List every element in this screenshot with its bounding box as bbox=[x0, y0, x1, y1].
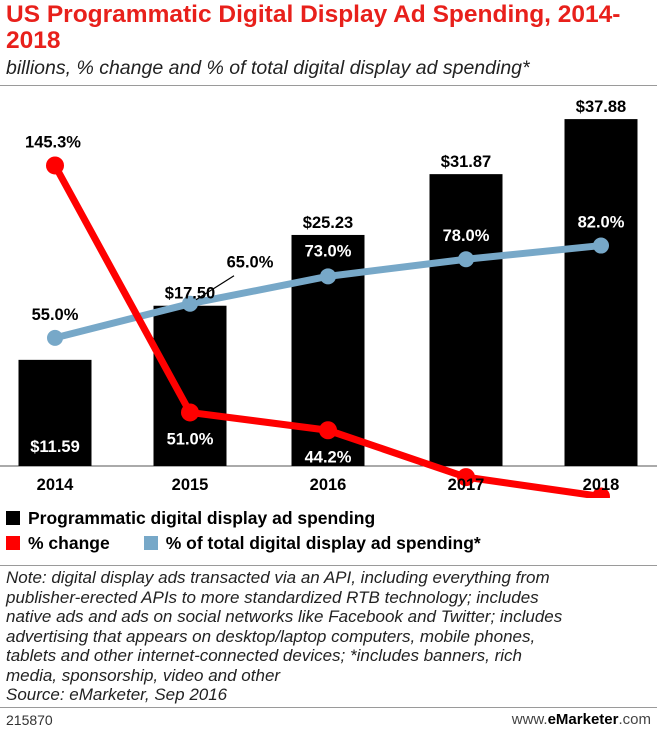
chart-title: US Programmatic Digital Display Ad Spend… bbox=[6, 1, 621, 54]
legend-label-change: % change bbox=[28, 533, 110, 553]
x-tick-2015: 2015 bbox=[172, 476, 209, 494]
source-line: Source: eMarketer, Sep 2016 bbox=[6, 685, 228, 704]
bar-label-2018: $37.88 bbox=[576, 98, 626, 116]
change-point-2014 bbox=[46, 156, 64, 175]
change-label-2017: 26.3% bbox=[443, 497, 490, 498]
x-tick-2017: 2017 bbox=[448, 476, 485, 494]
legend-swatch-change bbox=[6, 536, 20, 550]
note-line: Note: digital display ads transacted via… bbox=[6, 568, 550, 587]
bar-label-2015: $17.50 bbox=[165, 285, 215, 303]
bar-2014 bbox=[18, 359, 92, 466]
top-divider bbox=[0, 85, 657, 86]
change-point-2016 bbox=[319, 421, 337, 440]
bar-2015 bbox=[153, 305, 227, 466]
note-line: media, sponsorship, video and other bbox=[6, 665, 281, 685]
chart-note: Note: digital display ads transacted via… bbox=[6, 568, 651, 705]
legend-label-bars: Programmatic digital display ad spending bbox=[28, 508, 376, 528]
note-line: publisher-erected APIs to more standardi… bbox=[6, 587, 539, 607]
chart-id: 215870 bbox=[6, 712, 53, 728]
chart-subtitle: billions, % change and % of total digita… bbox=[6, 57, 530, 79]
bar-label-2016: $25.23 bbox=[303, 214, 353, 232]
brand-url: www.eMarketer.com bbox=[511, 711, 651, 728]
legend-label-share: % of total digital display ad spending* bbox=[165, 533, 481, 553]
share-label-2016: 73.0% bbox=[305, 242, 352, 260]
x-tick-2016: 2016 bbox=[310, 476, 347, 494]
bar-label-2014: $11.59 bbox=[30, 438, 80, 456]
share-point-2017 bbox=[458, 251, 474, 268]
x-tick-2014: 2014 bbox=[37, 476, 75, 494]
legend-swatch-bars bbox=[6, 511, 20, 525]
note-line: native ads and ads on social networks li… bbox=[6, 607, 563, 626]
chart-plot: $11.59 $17.50 $25.23 $31.87 $37.88 55.0% 65.0%… bbox=[0, 98, 657, 498]
share-point-2016 bbox=[320, 268, 336, 285]
change-point-2018 bbox=[592, 487, 610, 498]
x-tick-2018: 2018 bbox=[583, 476, 620, 494]
bar-2017 bbox=[429, 174, 503, 467]
share-label-2018: 82.0% bbox=[578, 214, 625, 232]
note-line: tablets and other internet-connected dev… bbox=[6, 646, 522, 665]
legend-row-1: Programmatic digital display ad spending bbox=[6, 507, 375, 529]
change-label-2015: 51.0% bbox=[167, 430, 214, 448]
share-label-2014: 55.0% bbox=[32, 306, 79, 324]
note-line: advertising that appears on desktop/lapt… bbox=[6, 626, 536, 646]
bar-2018 bbox=[564, 119, 638, 467]
footer-divider bbox=[0, 707, 657, 708]
share-label-2017: 78.0% bbox=[443, 227, 490, 245]
share-point-2015 bbox=[182, 295, 198, 312]
change-label-2014: 145.3% bbox=[25, 133, 81, 151]
change-label-2016: 44.2% bbox=[305, 448, 352, 466]
share-point-2018 bbox=[593, 237, 609, 254]
legend-swatch-share bbox=[143, 536, 158, 550]
brand-name: eMarketer bbox=[547, 711, 619, 728]
change-point-2015 bbox=[181, 403, 199, 422]
note-divider bbox=[0, 565, 657, 566]
legend-row-2: % change % of total digital display ad s… bbox=[6, 532, 481, 554]
bar-label-2017: $31.87 bbox=[441, 153, 491, 171]
share-label-2015: 65.0% bbox=[227, 254, 274, 272]
change-point-2017 bbox=[457, 468, 475, 487]
share-point-2014 bbox=[47, 329, 63, 346]
share-label-leader-2015 bbox=[195, 275, 235, 301]
